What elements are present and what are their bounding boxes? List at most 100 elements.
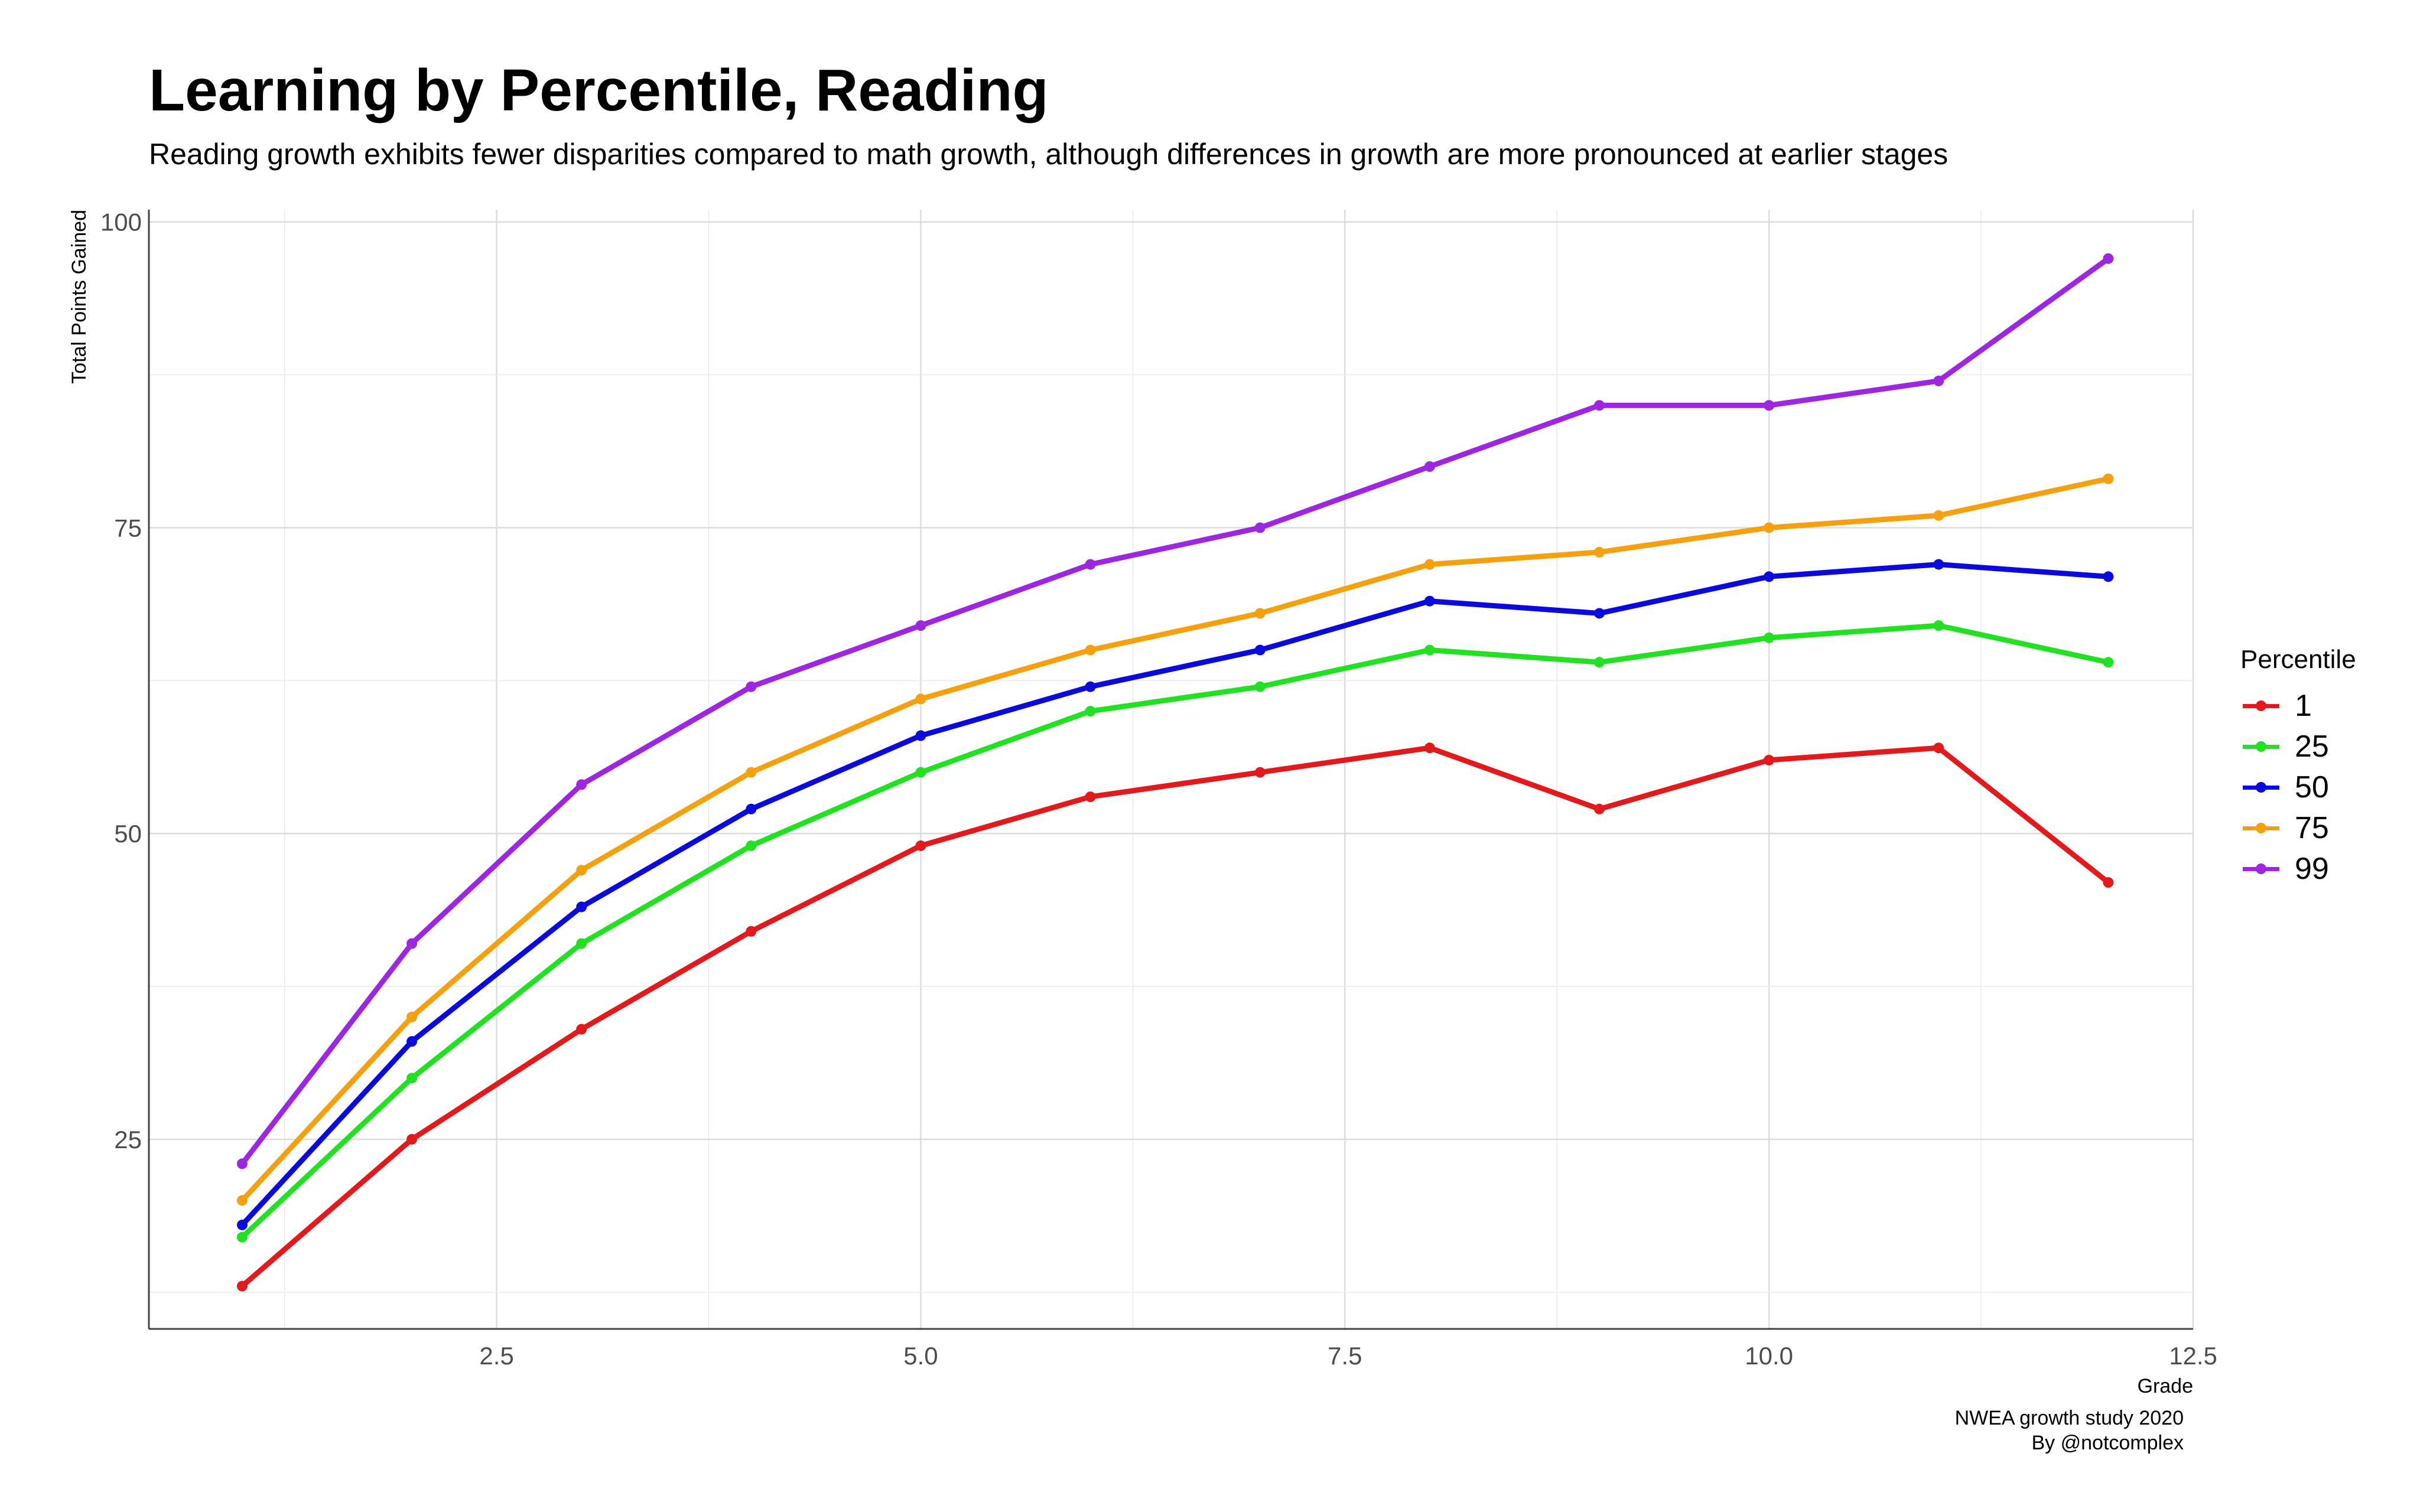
- data-point-75: [406, 1011, 418, 1022]
- data-point-50: [576, 901, 587, 913]
- data-point-25: [915, 767, 926, 778]
- legend: Percentile 1 25 50 75 99: [2240, 645, 2356, 889]
- data-point-1: [1424, 742, 1435, 754]
- data-point-50: [2103, 571, 2114, 582]
- data-point-50: [1085, 681, 1096, 692]
- data-point-1: [1085, 791, 1096, 803]
- data-point-25: [576, 938, 587, 949]
- data-point-1: [1254, 767, 1266, 778]
- legend-key: [2240, 739, 2282, 754]
- data-point-25: [1594, 657, 1605, 668]
- data-point-75: [1594, 546, 1605, 558]
- data-point-25: [236, 1231, 248, 1243]
- data-point-1: [915, 840, 926, 851]
- data-point-75: [915, 693, 926, 705]
- legend-item-99: 99: [2240, 848, 2356, 889]
- x-tick-label: 2.5: [479, 1342, 513, 1370]
- y-tick-label: 100: [100, 208, 142, 236]
- legend-key: [2240, 862, 2282, 876]
- caption-source: NWEA growth study 2020: [1954, 1407, 2184, 1429]
- data-point-75: [1933, 510, 1944, 521]
- data-point-50: [1764, 571, 1775, 582]
- x-axis-label: Grade: [2138, 1375, 2194, 1397]
- data-point-99: [915, 620, 926, 631]
- legend-item-1: 1: [2240, 685, 2356, 726]
- data-point-1: [406, 1133, 418, 1145]
- caption-author: By @notcomplex: [2031, 1432, 2184, 1454]
- data-point-25: [1424, 644, 1435, 656]
- legend-items: 1 25 50 75 99: [2240, 685, 2356, 889]
- data-point-75: [576, 865, 587, 876]
- legend-item-75: 75: [2240, 807, 2356, 848]
- data-point-1: [1764, 754, 1775, 765]
- data-point-1: [576, 1024, 587, 1035]
- data-point-1: [746, 926, 757, 937]
- data-point-75: [1085, 644, 1096, 656]
- data-point-99: [1594, 400, 1605, 411]
- data-point-25: [1764, 632, 1775, 643]
- legend-key: [2240, 821, 2282, 835]
- data-point-25: [746, 840, 757, 851]
- data-point-99: [1764, 400, 1775, 411]
- data-point-25: [1933, 620, 1944, 631]
- data-point-75: [1764, 522, 1775, 533]
- data-point-1: [2103, 877, 2114, 888]
- data-point-99: [1424, 461, 1435, 472]
- data-point-50: [236, 1219, 248, 1230]
- data-point-99: [1254, 522, 1266, 533]
- data-point-1: [236, 1280, 248, 1292]
- x-tick-label: 5.0: [903, 1342, 938, 1370]
- data-point-50: [915, 730, 926, 741]
- legend-item-50: 50: [2240, 767, 2356, 807]
- y-tick-label: 50: [114, 820, 142, 848]
- data-point-25: [1085, 706, 1096, 717]
- data-point-50: [1254, 644, 1266, 656]
- data-point-50: [1933, 559, 1944, 570]
- series-line-50: [239, 562, 2111, 1228]
- data-point-99: [1085, 559, 1096, 570]
- x-tick-label: 10.0: [1745, 1342, 1793, 1370]
- data-point-25: [406, 1073, 418, 1084]
- y-tick-label: 75: [114, 514, 142, 542]
- legend-label: 75: [2295, 810, 2329, 845]
- legend-label: 99: [2295, 851, 2329, 886]
- data-point-25: [1254, 681, 1266, 692]
- series-line-99: [239, 256, 2111, 1166]
- legend-title: Percentile: [2240, 645, 2356, 674]
- data-point-50: [1594, 608, 1605, 619]
- legend-key: [2240, 699, 2282, 713]
- y-tick-label: 25: [114, 1126, 142, 1153]
- series-line-25: [239, 623, 2111, 1240]
- data-point-99: [2103, 253, 2114, 264]
- x-tick-label: 12.5: [2169, 1342, 2217, 1370]
- chart-title: Learning by Percentile, Reading: [149, 57, 1049, 123]
- legend-key: [2240, 780, 2282, 794]
- data-point-99: [1933, 375, 1944, 386]
- x-tick-label: 7.5: [1328, 1342, 1362, 1370]
- data-point-1: [1933, 742, 1944, 754]
- legend-item-25: 25: [2240, 726, 2356, 767]
- data-point-75: [236, 1195, 248, 1206]
- data-point-50: [746, 803, 757, 814]
- data-point-1: [1594, 803, 1605, 814]
- legend-label: 1: [2295, 688, 2312, 723]
- data-point-99: [236, 1158, 248, 1169]
- data-point-75: [1254, 608, 1266, 619]
- data-point-75: [1424, 559, 1435, 570]
- y-axis-label: Total Points Gained: [68, 210, 90, 384]
- legend-label: 50: [2295, 770, 2329, 804]
- data-point-99: [576, 779, 587, 790]
- data-point-25: [2103, 657, 2114, 668]
- legend-label: 25: [2295, 729, 2329, 764]
- data-point-99: [746, 681, 757, 692]
- caption: NWEA growth study 2020 By @notcomplex: [1955, 1406, 2184, 1455]
- data-point-75: [746, 767, 757, 778]
- data-point-99: [406, 938, 418, 949]
- data-point-50: [406, 1036, 418, 1047]
- chart-subtitle: Reading growth exhibits fewer disparitie…: [149, 138, 1949, 171]
- data-point-75: [2103, 473, 2114, 484]
- series-line-75: [239, 476, 2111, 1204]
- data-point-50: [1424, 595, 1435, 607]
- series-line-1: [239, 745, 2111, 1289]
